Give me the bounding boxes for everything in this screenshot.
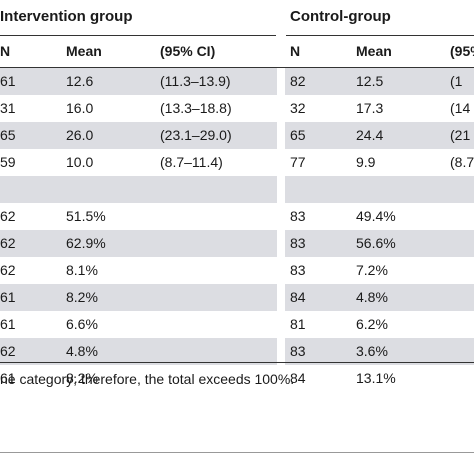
column-header-row: N Mean (95% CI) N Mean (95% bbox=[0, 38, 474, 65]
table-row: 61 12.6 (11.3–13.9) 82 12.5 (1 bbox=[0, 68, 474, 95]
group-underline-intervention bbox=[0, 35, 276, 36]
cell-intervention-ci: (13.3–18.8) bbox=[160, 100, 232, 116]
header-rule bbox=[0, 67, 474, 68]
table-bottom-rule bbox=[0, 362, 474, 363]
header-control-n: N bbox=[290, 43, 301, 59]
header-intervention-ci: (95% CI) bbox=[160, 43, 216, 59]
table-row: 62 51.5% 83 49.4% bbox=[0, 203, 474, 230]
group-gap bbox=[277, 284, 285, 311]
cell-control-n: 65 bbox=[290, 127, 306, 143]
cell-control-mean: 24.4 bbox=[356, 127, 384, 143]
cell-intervention-mean: 8.2% bbox=[66, 289, 98, 305]
cell-intervention-mean: 12.6 bbox=[66, 73, 94, 89]
cell-control-mean: 9.9 bbox=[356, 154, 376, 170]
table-row: 31 16.0 (13.3–18.8) 32 17.3 (14 bbox=[0, 95, 474, 122]
table-row bbox=[0, 176, 474, 203]
group-gap bbox=[277, 122, 285, 149]
cell-intervention-n: 61 bbox=[0, 73, 16, 89]
cell-control-n: 77 bbox=[290, 154, 306, 170]
cell-control-ci: (14 bbox=[450, 100, 471, 116]
cell-control-mean: 7.2% bbox=[356, 262, 388, 278]
cell-intervention-mean: 16.0 bbox=[66, 100, 94, 116]
cell-control-mean: 12.5 bbox=[356, 73, 384, 89]
intervention-group-title: Intervention group bbox=[0, 8, 133, 25]
group-gap bbox=[277, 230, 285, 257]
footnote: ne category; therefore, the total exceed… bbox=[0, 371, 295, 387]
table-row: 62 4.8% 83 3.6% bbox=[0, 338, 474, 365]
table-row: 61 6.6% 81 6.2% bbox=[0, 311, 474, 338]
cell-intervention-n: 62 bbox=[0, 262, 16, 278]
cell-control-ci: (21 bbox=[450, 127, 471, 143]
cell-intervention-mean: 10.0 bbox=[66, 154, 94, 170]
table-row: 62 62.9% 83 56.6% bbox=[0, 230, 474, 257]
header-control-ci: (95% bbox=[450, 43, 474, 59]
cell-intervention-mean: 6.6% bbox=[66, 316, 98, 332]
cell-control-ci: (8.7 bbox=[450, 154, 474, 170]
cell-intervention-mean: 62.9% bbox=[66, 235, 106, 251]
cell-control-mean: 13.1% bbox=[356, 370, 396, 386]
cell-control-n: 82 bbox=[290, 73, 306, 89]
cell-control-mean: 3.6% bbox=[356, 343, 388, 359]
cell-control-mean: 56.6% bbox=[356, 235, 396, 251]
cell-control-n: 84 bbox=[290, 370, 306, 386]
cell-intervention-n: 61 bbox=[0, 316, 16, 332]
cell-control-mean: 17.3 bbox=[356, 100, 384, 116]
group-gap bbox=[277, 338, 285, 365]
cell-control-mean: 4.8% bbox=[356, 289, 388, 305]
cell-control-n: 84 bbox=[290, 289, 306, 305]
cell-control-mean: 49.4% bbox=[356, 208, 396, 224]
cell-control-mean: 6.2% bbox=[356, 316, 388, 332]
cell-control-n: 32 bbox=[290, 100, 306, 116]
cell-intervention-mean: 8.1% bbox=[66, 262, 98, 278]
cell-intervention-mean: 51.5% bbox=[66, 208, 106, 224]
cell-intervention-ci: (8.7–11.4) bbox=[160, 154, 223, 170]
cell-control-ci: (1 bbox=[450, 73, 463, 89]
table-row: 65 26.0 (23.1–29.0) 65 24.4 (21 bbox=[0, 122, 474, 149]
cell-intervention-n: 65 bbox=[0, 127, 16, 143]
cell-intervention-n: 61 bbox=[0, 289, 16, 305]
table-row: 61 8.2% 84 4.8% bbox=[0, 284, 474, 311]
header-intervention-mean: Mean bbox=[66, 43, 102, 59]
header-control-mean: Mean bbox=[356, 43, 392, 59]
cell-control-n: 83 bbox=[290, 343, 306, 359]
table-row: 62 8.1% 83 7.2% bbox=[0, 257, 474, 284]
cell-intervention-n: 61 bbox=[0, 370, 16, 386]
page-bottom-rule bbox=[0, 452, 474, 453]
cell-control-n: 81 bbox=[290, 316, 306, 332]
cell-intervention-n: 62 bbox=[0, 343, 16, 359]
cell-intervention-mean: 26.0 bbox=[66, 127, 94, 143]
cell-intervention-n: 62 bbox=[0, 235, 16, 251]
group-gap bbox=[277, 68, 285, 95]
control-group-title: Control-group bbox=[290, 8, 391, 25]
cell-intervention-ci: (11.3–13.9) bbox=[160, 73, 231, 89]
cell-intervention-n: 31 bbox=[0, 100, 16, 116]
cell-intervention-n: 62 bbox=[0, 208, 16, 224]
group-gap bbox=[277, 176, 285, 203]
cell-intervention-mean: 8.2% bbox=[66, 370, 98, 386]
group-underline-control bbox=[286, 35, 474, 36]
cell-intervention-ci: (23.1–29.0) bbox=[160, 127, 232, 143]
cell-control-n: 83 bbox=[290, 235, 306, 251]
cell-control-n: 83 bbox=[290, 208, 306, 224]
table-row: 59 10.0 (8.7–11.4) 77 9.9 (8.7 bbox=[0, 149, 474, 176]
header-intervention-n: N bbox=[0, 43, 11, 59]
cell-intervention-mean: 4.8% bbox=[66, 343, 98, 359]
table-row: 61 8.2% 84 13.1% bbox=[0, 365, 474, 392]
cell-control-n: 83 bbox=[290, 262, 306, 278]
cell-intervention-n: 59 bbox=[0, 154, 16, 170]
